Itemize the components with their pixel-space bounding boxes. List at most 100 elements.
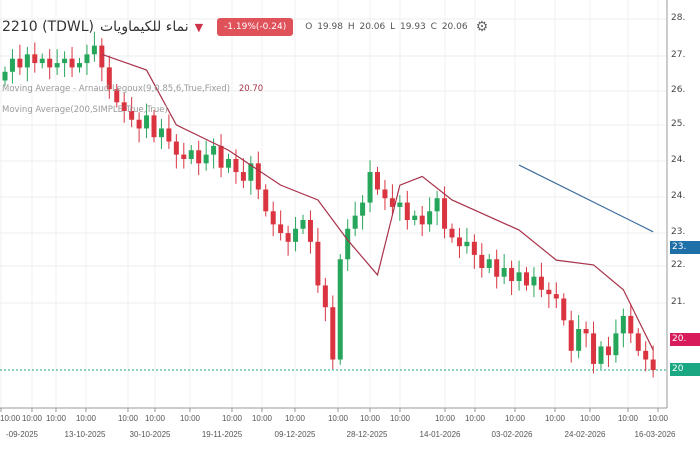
candle xyxy=(91,31,97,62)
candle xyxy=(114,83,120,108)
price-tag: 20. xyxy=(670,333,700,346)
candle xyxy=(158,118,164,149)
candle xyxy=(650,345,656,378)
candle xyxy=(389,184,395,215)
candle xyxy=(486,254,492,274)
candle xyxy=(516,260,522,291)
candle-body xyxy=(121,102,127,112)
candle-body xyxy=(464,241,470,247)
candle-body xyxy=(524,272,529,286)
low-label: L xyxy=(390,22,396,32)
candle xyxy=(99,38,105,82)
sma200-line xyxy=(518,164,654,233)
candle xyxy=(188,145,194,165)
candle xyxy=(32,42,38,73)
candle xyxy=(337,254,343,365)
x-date-label: 19-11-2025 xyxy=(201,430,243,439)
candle xyxy=(248,155,254,195)
candle-body xyxy=(412,215,418,221)
candle xyxy=(322,278,328,322)
x-date-label: 09-12-2025 xyxy=(274,430,316,439)
candle-body xyxy=(255,163,261,190)
y-tick-label: 22. xyxy=(671,260,686,270)
candle xyxy=(196,140,202,176)
x-time-label: 10:00 xyxy=(504,414,526,423)
candle xyxy=(285,225,291,256)
gear-icon[interactable]: ⚙ xyxy=(475,19,489,35)
candle-body xyxy=(270,211,276,225)
candle-body xyxy=(233,158,239,173)
x-date-label: 24-02-2026 xyxy=(564,430,606,439)
legend-sma200-text: Moving Average(200,SIMPLE,True,True) xyxy=(2,105,168,115)
candle xyxy=(620,308,626,348)
change-badge: -1.19%(-0.24) xyxy=(217,18,294,36)
candle-body xyxy=(181,154,187,159)
candle xyxy=(598,341,604,370)
candle xyxy=(69,46,75,78)
candle xyxy=(47,49,53,80)
candle-body xyxy=(605,346,611,356)
candle xyxy=(226,153,231,173)
candle-body xyxy=(99,45,105,68)
candle xyxy=(278,210,284,241)
candle-body xyxy=(136,119,142,129)
x-date-label: 30-10-2025 xyxy=(129,430,171,439)
x-time-label: 10:00 xyxy=(21,414,43,423)
high-label: H xyxy=(347,22,355,32)
candle xyxy=(397,195,403,221)
x-time-label: 10:00 xyxy=(0,414,21,423)
candle-body xyxy=(173,141,179,155)
open-label: O xyxy=(305,22,313,32)
close-label: C xyxy=(430,22,437,32)
y-tick-label: 28. xyxy=(671,13,686,23)
candle xyxy=(576,315,582,359)
candle-body xyxy=(494,259,500,277)
x-date-label: -09-2025 xyxy=(5,430,39,439)
candle xyxy=(24,46,30,82)
candle xyxy=(635,328,641,357)
candle-body xyxy=(151,115,157,138)
candle xyxy=(442,186,448,239)
candle-body xyxy=(263,189,269,212)
candle-body xyxy=(300,220,306,229)
candle-body xyxy=(248,163,254,181)
candle xyxy=(9,49,15,84)
x-time-label: 10:00 xyxy=(117,414,139,423)
symbol-name: نماء للكيماويات xyxy=(99,19,189,35)
candle-body xyxy=(591,333,597,364)
candle xyxy=(255,151,261,200)
candle xyxy=(643,341,649,372)
triangle-down-icon[interactable]: ▼ xyxy=(194,20,204,34)
close-value: 20.06 xyxy=(441,22,468,32)
candle-body xyxy=(337,259,343,360)
candle-body xyxy=(158,128,164,138)
x-time-label: 10:00 xyxy=(251,414,273,423)
candle-body xyxy=(479,254,485,268)
x-time-label: 10:00 xyxy=(359,414,381,423)
candle-body xyxy=(91,45,97,55)
candle-body xyxy=(307,220,313,242)
candle xyxy=(375,166,380,195)
candle-body xyxy=(114,89,120,103)
legend-sma200[interactable]: Moving Average(200,SIMPLE,True,True) xyxy=(2,105,168,115)
candle-body xyxy=(322,285,328,308)
candle xyxy=(501,254,507,285)
legend-alma[interactable]: Moving Average - Arnaud Legoux(9,0.85,6,… xyxy=(2,84,263,94)
candle-body xyxy=(77,63,82,68)
candle-body xyxy=(17,58,23,68)
candle xyxy=(17,44,23,75)
candle-body xyxy=(427,211,433,225)
x-date-label: 14-01-2026 xyxy=(419,430,461,439)
x-time-label: 10:00 xyxy=(434,414,456,423)
candle xyxy=(524,267,529,291)
candle-body xyxy=(2,71,8,81)
candle-body xyxy=(635,333,641,351)
candle-body xyxy=(404,202,410,221)
x-time-label: 10:00 xyxy=(75,414,97,423)
candle xyxy=(546,282,552,309)
candle-body xyxy=(166,128,172,142)
candle xyxy=(449,223,455,243)
candle-body xyxy=(643,350,649,360)
y-tick-label: 24. xyxy=(671,155,686,165)
